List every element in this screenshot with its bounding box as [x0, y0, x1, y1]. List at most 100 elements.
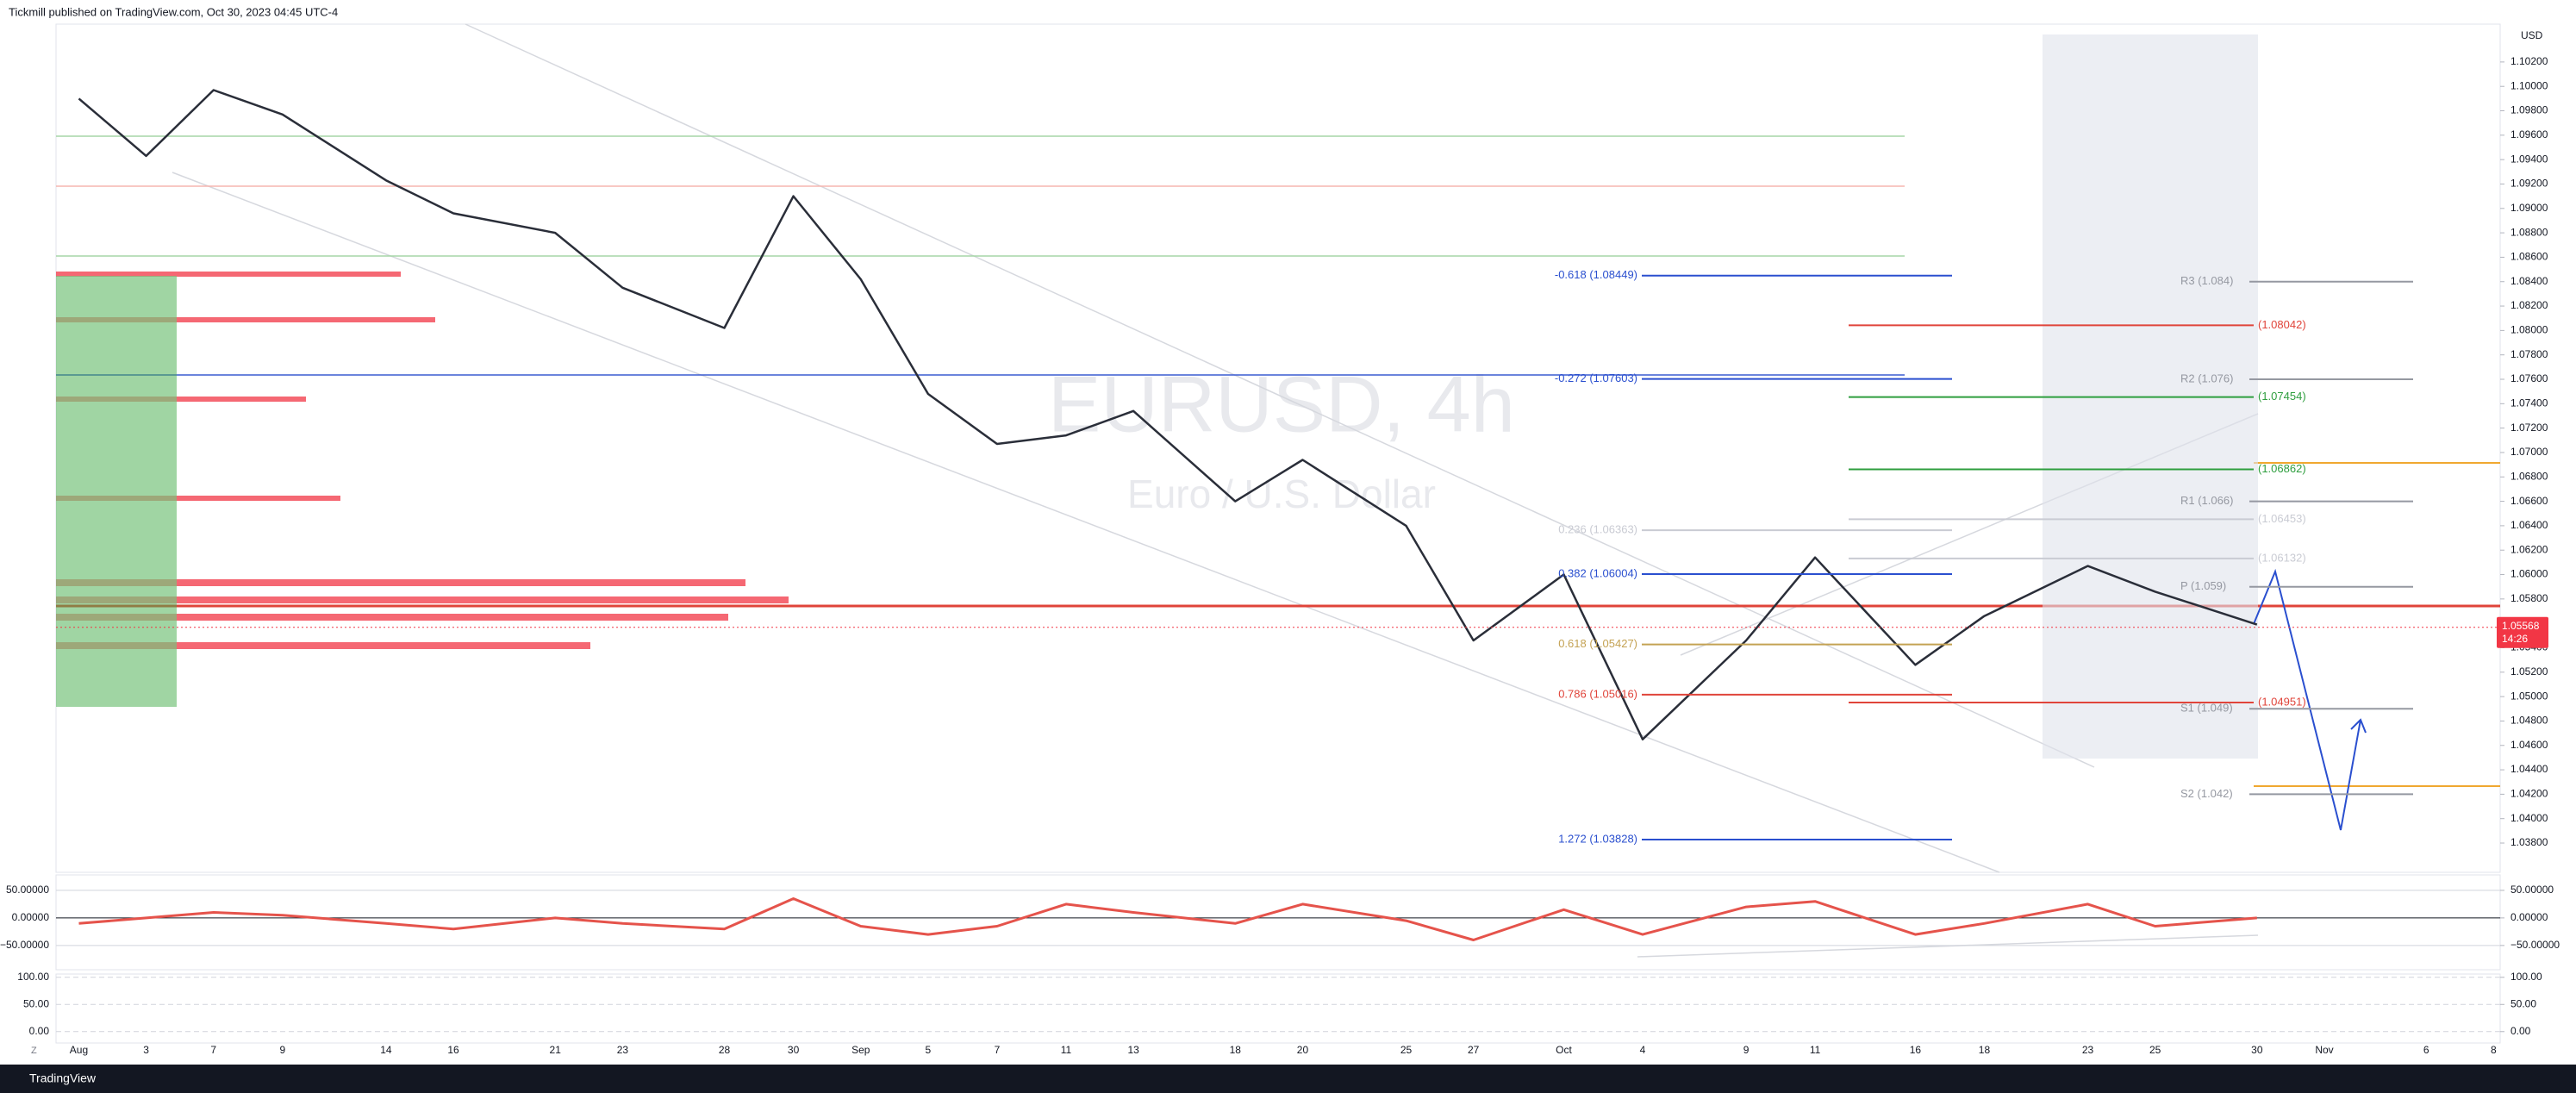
y-tick-label: 1.07400 — [2511, 397, 2548, 409]
x-tick-label: Nov — [2315, 1044, 2333, 1056]
level-label: -0.618 (1.08449) — [1555, 268, 1637, 281]
level-label: S2 (1.042) — [2180, 787, 2233, 800]
x-tick-label: 4 — [1640, 1044, 1646, 1056]
corner-label: Z — [31, 1046, 37, 1056]
channel-line — [172, 172, 2000, 873]
y-tick-label: 1.09200 — [2511, 178, 2548, 190]
y-tick-label: 1.03800 — [2511, 836, 2548, 848]
x-tick-label: 11 — [1061, 1044, 1072, 1056]
level-label: R3 (1.084) — [2180, 274, 2233, 287]
y-tick-label: 1.09800 — [2511, 104, 2548, 116]
currency-label: USD — [2521, 29, 2543, 41]
y-tick-label: 1.05000 — [2511, 690, 2548, 702]
x-tick-label: 21 — [550, 1044, 562, 1056]
profile-bar — [56, 642, 590, 649]
y-tick-label: 1.09400 — [2511, 153, 2548, 165]
x-tick-label: 8 — [2491, 1044, 2497, 1056]
y-tick-label: 1.07600 — [2511, 372, 2548, 384]
header-title: Tickmill published on TradingView.com, O… — [9, 5, 338, 18]
y-tick-label: 1.09000 — [2511, 202, 2548, 214]
level-label: R2 (1.076) — [2180, 372, 2233, 384]
y-tick-label: 100.00 — [2511, 971, 2542, 983]
profile-bar — [56, 614, 728, 621]
y-tick-label: 1.04800 — [2511, 715, 2548, 727]
x-tick-label: 6 — [2423, 1044, 2429, 1056]
y-tick-label: 1.10000 — [2511, 79, 2548, 91]
y-tick-label-left: 100.00 — [17, 971, 49, 983]
watermark-symbol: EURUSD, 4h — [1048, 360, 1515, 448]
y-tick-label: 0.00000 — [2511, 911, 2548, 923]
profile-block — [56, 276, 177, 707]
y-tick-label: 1.04400 — [2511, 763, 2548, 775]
level-label: -0.272 (1.07603) — [1555, 372, 1637, 384]
y-tick-label: 1.07000 — [2511, 446, 2548, 458]
y-tick-label: 0.00 — [2511, 1025, 2531, 1037]
x-tick-label: 16 — [447, 1044, 459, 1056]
y-tick-label-left: 0.00 — [29, 1025, 50, 1037]
y-tick-label: 1.07800 — [2511, 348, 2548, 360]
y-tick-label: 1.10200 — [2511, 55, 2548, 67]
last-price-box — [2497, 616, 2548, 648]
channel-line — [465, 23, 2095, 768]
x-tick-label: 9 — [1743, 1044, 1750, 1056]
x-tick-label: 28 — [719, 1044, 731, 1056]
y-tick-label: 1.08200 — [2511, 299, 2548, 311]
x-tick-label: 5 — [926, 1044, 932, 1056]
y-tick-label: 1.06600 — [2511, 495, 2548, 507]
y-tick-label: 1.05200 — [2511, 665, 2548, 678]
y-tick-label: 1.04200 — [2511, 788, 2548, 800]
profile-bar — [56, 596, 789, 603]
series-line — [78, 897, 2257, 941]
x-tick-label: 30 — [788, 1044, 800, 1056]
x-tick-label: 18 — [1979, 1044, 1991, 1056]
level-label: 1.272 (1.03828) — [1558, 832, 1637, 845]
channel-line — [1637, 934, 2259, 958]
y-tick-label: 1.04000 — [2511, 812, 2548, 824]
x-tick-label: Oct — [1556, 1044, 1572, 1056]
y-tick-label: 1.06800 — [2511, 470, 2548, 482]
countdown-label: 14:26 — [2502, 633, 2528, 645]
y-tick-label-left: 50.00000 — [6, 884, 49, 896]
level-label: (1.04951) — [2258, 695, 2306, 708]
level-label: 0.786 (1.05016) — [1558, 687, 1637, 700]
x-tick-label: 23 — [617, 1044, 629, 1056]
x-tick-label: 23 — [2082, 1044, 2094, 1056]
level-label: S1 (1.049) — [2180, 702, 2233, 715]
x-tick-label: 7 — [995, 1044, 1001, 1056]
profile-bar — [56, 579, 745, 586]
y-tick-label: 1.06000 — [2511, 568, 2548, 580]
x-tick-label: 11 — [1810, 1044, 1821, 1056]
level-label: 0.618 (1.05427) — [1558, 637, 1637, 650]
y-tick-label: 50.00 — [2511, 997, 2536, 1009]
oscillator-pane — [55, 874, 2501, 971]
last-price-label: 1.05568 — [2502, 620, 2540, 632]
y-tick-label: 1.07200 — [2511, 422, 2548, 434]
level-label: (1.06453) — [2258, 512, 2306, 525]
x-tick-label: 25 — [1400, 1044, 1413, 1056]
x-tick-label: 13 — [1127, 1044, 1139, 1056]
projection-path — [2253, 568, 2361, 831]
x-tick-label: 14 — [380, 1044, 392, 1056]
level-label: (1.06132) — [2258, 551, 2306, 564]
series-line — [78, 89, 2258, 740]
level-label: (1.06862) — [2258, 462, 2306, 475]
y-tick-label: −50.00000 — [2511, 939, 2560, 951]
footer-bar — [0, 1065, 2576, 1093]
y-tick-label: 1.09600 — [2511, 128, 2548, 141]
x-tick-label: 16 — [1910, 1044, 1922, 1056]
y-tick-label-left: 0.00000 — [12, 911, 50, 923]
profile-bar — [56, 496, 340, 501]
y-tick-label: 50.00000 — [2511, 884, 2554, 896]
level-label: 0.236 (1.06363) — [1558, 523, 1637, 536]
watermark-description: Euro / U.S. Dollar — [1127, 472, 1436, 516]
stochastic-pane — [55, 973, 2501, 1044]
level-label: R1 (1.066) — [2180, 494, 2233, 507]
profile-bar — [56, 317, 435, 322]
y-tick-label: 1.08400 — [2511, 275, 2548, 287]
x-tick-label: 20 — [1297, 1044, 1309, 1056]
x-tick-label: 18 — [1230, 1044, 1242, 1056]
y-tick-label: 1.06200 — [2511, 543, 2548, 555]
x-tick-label: 27 — [1468, 1044, 1480, 1056]
y-tick-label: 1.08000 — [2511, 324, 2548, 336]
